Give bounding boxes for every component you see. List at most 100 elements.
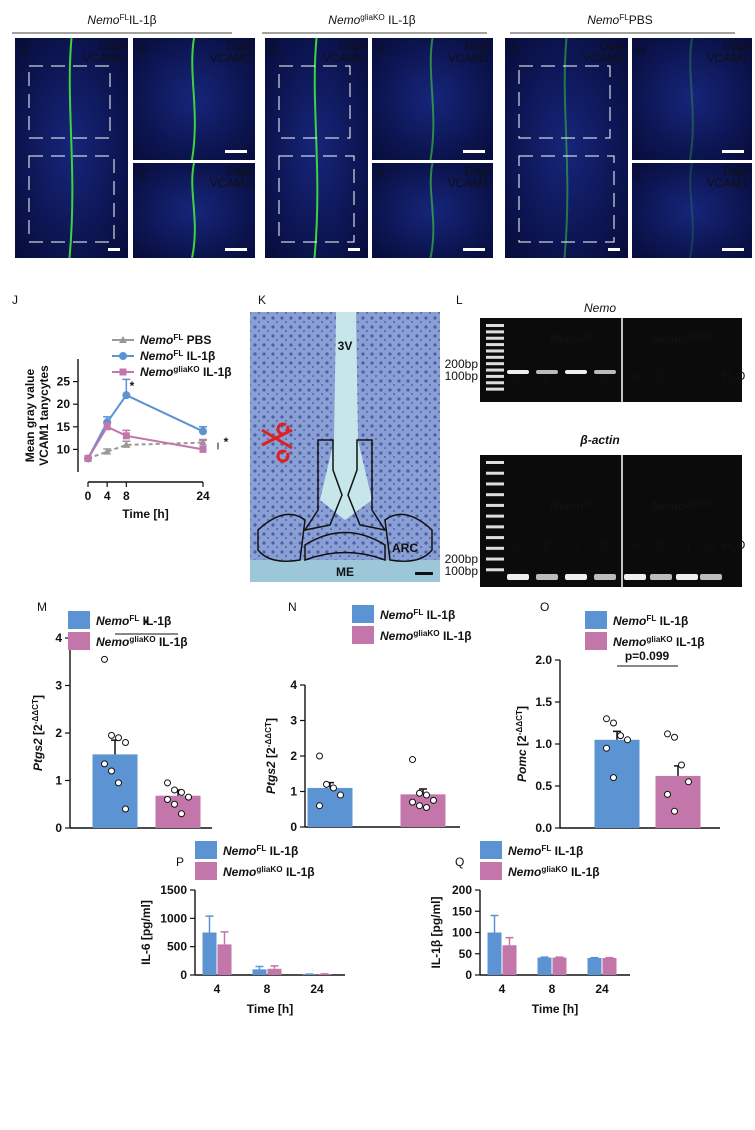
panel-letter: K (258, 293, 266, 307)
legend-swatch (68, 632, 90, 650)
legend-swatch (480, 841, 502, 859)
legend-label-part: IL-1β (551, 844, 583, 858)
lane-label: α (684, 369, 691, 383)
zoom-box (278, 65, 351, 139)
data-point (685, 778, 692, 786)
lane-label: β (708, 369, 715, 383)
data-point (409, 798, 416, 806)
x-tick-label: 4 (499, 982, 506, 996)
bar (594, 739, 640, 828)
x-tick-label: 24 (310, 982, 324, 996)
legend-label-part: Nemo (140, 349, 173, 363)
column-header: NemoFLPBS (587, 13, 653, 28)
data-point (171, 800, 178, 808)
ladder-band (486, 514, 504, 518)
y-tick-label: 0 (290, 820, 297, 834)
legend-label-part: Nemo (508, 844, 541, 858)
legend-label-part: gliaKO (256, 865, 282, 874)
data-point (185, 793, 192, 801)
y-tick-label: 2 (55, 726, 62, 740)
bar (202, 932, 217, 975)
data-point (671, 733, 678, 741)
panel-letter: N (288, 600, 297, 614)
annotation: * (144, 617, 149, 631)
y-tick-label: 150 (452, 904, 472, 918)
scale-bar (225, 150, 247, 153)
stain-label: VCAM1 (583, 51, 625, 65)
data-point (115, 779, 122, 787)
x-tick-label: 24 (595, 982, 609, 996)
data-point (316, 802, 323, 810)
legend-label-part: FL (646, 614, 656, 623)
legend-swatch (585, 632, 607, 650)
marker (84, 454, 92, 462)
gel-band (565, 370, 587, 374)
y-axis-label: Pomc [2-ΔΔCT] (515, 706, 530, 782)
stain-label: Dapi (464, 164, 489, 178)
zoom-box (518, 155, 615, 243)
data-point (178, 788, 185, 796)
column-header-part: FL (619, 13, 629, 22)
panel-letter: O (540, 600, 549, 614)
ladder-band (486, 362, 504, 366)
column-header-part: PBS (629, 13, 653, 27)
legend-label-part: gliaKO (129, 635, 155, 644)
stain-label: Dapi (723, 39, 748, 53)
vcam1-signal (191, 37, 196, 161)
lane-label: α (684, 538, 691, 552)
panel-letter: F (377, 168, 384, 182)
ladder-band (486, 482, 504, 486)
x-tick-label: 8 (123, 489, 130, 503)
x-tick-label: 8 (264, 982, 271, 996)
micrograph (632, 163, 752, 258)
ladder-band (486, 381, 504, 385)
y-axis-label: Ptgs2 [2-ΔΔCT] (31, 695, 46, 771)
legend-label-part: Nemo (613, 635, 646, 649)
gel-band (536, 370, 558, 374)
y-axis-label-part: -ΔΔCT (264, 722, 273, 747)
gel-title: β-actin (579, 433, 619, 447)
y-tick-label: 4 (290, 678, 297, 692)
series-line (87, 425, 204, 459)
x-axis-label: Time [h] (532, 1002, 578, 1016)
legend-swatch (585, 611, 607, 629)
legend-swatch (195, 862, 217, 880)
data-point (617, 732, 624, 740)
data-point (316, 752, 323, 760)
column-header-part: IL-1β (385, 13, 416, 27)
panel-letter: J (12, 293, 18, 307)
gel-group-label-part: Nemo (550, 499, 583, 513)
legend-label: NemoFL IL-1β (380, 608, 455, 623)
gel-band (700, 574, 722, 580)
marker (199, 445, 207, 453)
scissors (261, 422, 293, 463)
gel-band (507, 370, 529, 374)
gel-group-label: NemoFL (550, 499, 593, 514)
column-header-part: Nemo (87, 13, 119, 27)
y-axis-label-part: ] (31, 695, 45, 699)
gel-band (536, 574, 558, 580)
data-point (423, 791, 430, 799)
lane-label: β (544, 369, 551, 383)
error-bar (111, 739, 119, 755)
data-point (610, 719, 617, 727)
size-marker: 200bp (445, 552, 479, 566)
stain-label: VCAM1 (210, 51, 252, 65)
lane-label-part: O (736, 369, 745, 383)
y-tick-label: 500 (167, 940, 187, 954)
legend-label: NemoFL PBS (140, 333, 211, 348)
lane-label: α (573, 369, 580, 383)
gel-band (594, 370, 616, 374)
stain-label: VCAM1 (448, 51, 490, 65)
y-tick-label: 1000 (160, 911, 187, 925)
panel-letter: D (270, 43, 279, 57)
marker (122, 391, 131, 400)
ladder-band (486, 368, 504, 372)
data-point (164, 796, 171, 803)
panel-letter: P (176, 855, 184, 869)
legend-label: NemogliaKO IL-1β (140, 365, 232, 380)
legend-label-part: IL-1β (156, 635, 188, 649)
y-tick-label: 1 (290, 785, 297, 799)
ladder-band (486, 387, 504, 391)
y-axis-label-part: Ptgs2 (264, 761, 278, 794)
